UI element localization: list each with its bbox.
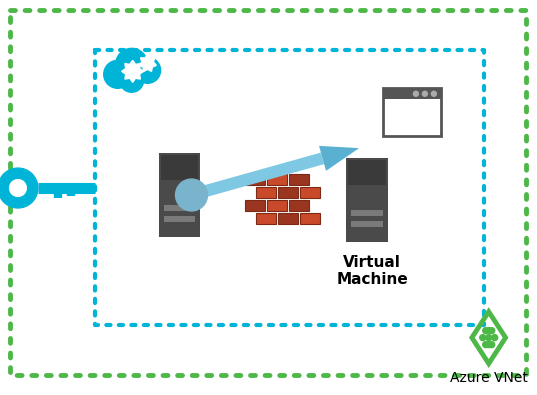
Circle shape [176,179,207,211]
Circle shape [486,335,492,340]
FancyBboxPatch shape [164,205,195,211]
Circle shape [413,91,418,96]
Circle shape [115,49,148,80]
FancyBboxPatch shape [351,221,383,227]
Circle shape [104,60,132,88]
Circle shape [480,335,486,340]
Circle shape [483,342,489,348]
FancyBboxPatch shape [164,216,195,222]
FancyBboxPatch shape [267,200,287,211]
FancyBboxPatch shape [346,158,388,243]
Bar [95,51,484,325]
Circle shape [492,335,498,340]
Polygon shape [319,146,359,171]
FancyBboxPatch shape [348,160,386,185]
Circle shape [120,68,143,92]
FancyBboxPatch shape [383,88,441,136]
Circle shape [486,328,492,334]
FancyBboxPatch shape [256,187,276,198]
Circle shape [0,168,38,208]
FancyBboxPatch shape [245,200,265,211]
FancyBboxPatch shape [161,154,199,180]
FancyBboxPatch shape [383,88,441,99]
FancyBboxPatch shape [351,210,383,216]
Text: Virtual
Machine: Virtual Machine [336,255,408,287]
FancyBboxPatch shape [300,187,320,198]
FancyBboxPatch shape [256,213,276,224]
Circle shape [135,57,161,83]
FancyBboxPatch shape [267,174,287,185]
FancyBboxPatch shape [278,187,298,198]
Circle shape [10,180,26,196]
FancyBboxPatch shape [245,174,265,185]
FancyBboxPatch shape [300,213,320,224]
Circle shape [145,61,150,66]
Circle shape [486,342,492,348]
Circle shape [489,342,495,348]
Circle shape [431,91,437,96]
FancyBboxPatch shape [158,152,200,237]
FancyBboxPatch shape [278,213,298,224]
Circle shape [423,91,427,96]
Circle shape [489,328,495,334]
Polygon shape [139,55,156,71]
Polygon shape [190,152,324,201]
Text: Azure VNet: Azure VNet [450,371,528,385]
FancyBboxPatch shape [289,174,309,185]
Circle shape [129,68,136,75]
Polygon shape [122,60,143,82]
Circle shape [483,328,489,334]
FancyBboxPatch shape [289,200,309,211]
